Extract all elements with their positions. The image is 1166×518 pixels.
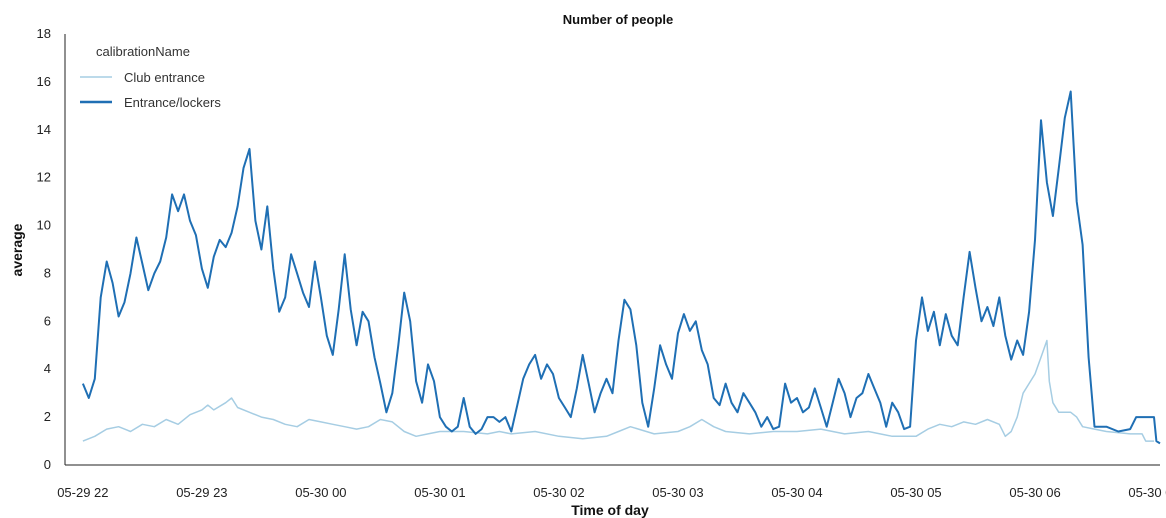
y-tick-label: 16	[37, 74, 51, 89]
x-tick-label: 05-30 05	[890, 485, 941, 500]
x-tick-label: 05-30 04	[771, 485, 822, 500]
y-tick-label: 8	[44, 265, 51, 280]
legend-label-club-entrance: Club entrance	[124, 70, 205, 85]
legend-title: calibrationName	[96, 44, 190, 59]
y-tick-label: 10	[37, 218, 51, 233]
y-tick-label: 12	[37, 170, 51, 185]
x-tick-labels: 05-29 22 05-29 23 05-30 00 05-30 01 05-30 02…	[57, 485, 1166, 500]
y-axis-title: average	[9, 223, 25, 276]
x-axis-title: Time of day	[571, 502, 649, 518]
legend-label-entrance-lockers: Entrance/lockers	[124, 95, 221, 110]
y-tick-label: 0	[44, 457, 51, 472]
y-tick-label: 4	[44, 361, 51, 376]
series-line-club-entrance	[82, 339, 1154, 442]
y-tick-label: 18	[37, 26, 51, 41]
x-tick-label: 05-30 02	[533, 485, 584, 500]
x-tick-label: 05-30 00	[295, 485, 346, 500]
chart-title: Number of people	[563, 12, 674, 27]
series-layer	[81, 90, 1161, 445]
series-line-entrance-lockers	[81, 90, 1161, 445]
x-tick-label: 05-30 06	[1009, 485, 1060, 500]
y-tick-label: 14	[37, 122, 51, 137]
x-tick-label: 05-30 03	[652, 485, 703, 500]
y-tick-labels: 0 2 4 6 8 10 12 14 16 18	[37, 26, 51, 472]
y-tick-label: 2	[44, 409, 51, 424]
x-tick-label: 05-29 22	[57, 485, 108, 500]
plot-area	[64, 34, 1160, 466]
x-tick-label: 05-30 07	[1128, 485, 1166, 500]
legend: calibrationName Club entrance Entrance/l…	[80, 44, 221, 110]
y-tick-label: 6	[44, 313, 51, 328]
x-tick-label: 05-29 23	[176, 485, 227, 500]
x-tick-label: 05-30 01	[414, 485, 465, 500]
